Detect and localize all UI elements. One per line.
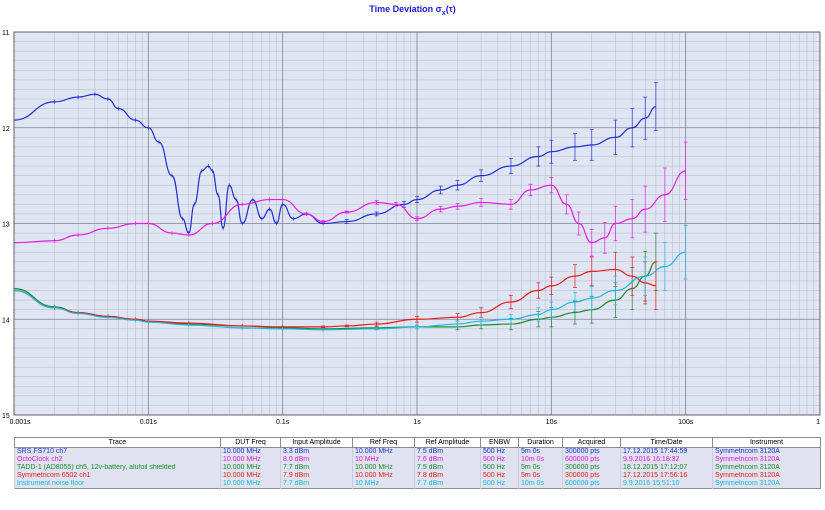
table-cell: 7.7 dBm — [280, 464, 353, 472]
table-cell: 8.0 dBm — [280, 456, 353, 464]
plot-frame — [13, 31, 821, 416]
column-header: Instrument — [712, 437, 821, 448]
table-cell: 7.8 dBm — [414, 472, 481, 480]
y-tick-label: 12 — [2, 126, 10, 133]
table-cell: 18.12.2015 17:12:07 — [620, 464, 713, 472]
table-cell: 10.000 MHz — [220, 472, 281, 480]
table-cell: 3.3 dBm — [280, 447, 353, 456]
table-header-row: Trace DUT Freq Input Amplitude Ref Freq Ref … — [14, 437, 821, 448]
table-cell: 600000 pts — [562, 456, 621, 464]
table-cell: 9.9.2016 15:51:10 — [620, 480, 713, 489]
x-tick-label: 0.01s — [140, 419, 158, 426]
table-cell: OctoClock ch2 — [14, 456, 221, 464]
table-cell: 10.000 MHz — [220, 464, 281, 472]
table-row: TADD-1 (AD8055) ch5, 12v-battery, alufoi… — [14, 464, 821, 472]
table-cell: 300000 pts — [562, 447, 621, 456]
table-cell: 7.5 dBm — [414, 447, 481, 456]
column-header: Acquired — [562, 437, 621, 448]
table-cell: 10.000 MHz — [220, 447, 281, 456]
y-axis: 11 12 13 14 15 — [2, 30, 10, 420]
table-cell: 10m 0s — [518, 480, 563, 489]
table-cell: 17.12.2015 17:44:59 — [620, 447, 713, 456]
table-cell: 300000 pts — [562, 472, 621, 480]
table-row: Instrument noise floor 10.000 MHz 7.7 dBm 1… — [14, 480, 821, 489]
table-cell: Symmetricom 3120A — [712, 480, 821, 489]
table-cell: TADD-1 (AD8055) ch5, 12v-battery, alufoi… — [14, 464, 221, 472]
table-cell: Symmetricom 3120A — [712, 456, 821, 464]
y-tick-label: 13 — [2, 222, 10, 229]
table-cell: 10.000 MHz — [352, 472, 415, 480]
column-header: Input Amplitude — [280, 437, 353, 448]
column-header: Ref Freq — [352, 437, 415, 448]
table-cell: 600000 pts — [562, 480, 621, 489]
x-tick-label: 0.001s — [9, 419, 31, 426]
table-cell: 10 MHz — [352, 456, 415, 464]
y-tick-label: 15 — [2, 413, 10, 420]
table-cell: 10 MHz — [352, 480, 415, 489]
table-cell: 7.7 dBm — [280, 480, 353, 489]
chart-title: Time Deviation σx(τ) — [0, 4, 825, 17]
title-subscript: x — [441, 9, 446, 17]
table-row: OctoClock ch2 10.000 MHz 8.0 dBm 10 MHz 7.6 … — [14, 456, 821, 464]
table-cell: 5m 0s — [518, 464, 563, 472]
trace-table: Trace DUT Freq Input Amplitude Ref Freq Ref … — [14, 437, 821, 489]
table-cell: SRS FS710 ch7 — [14, 447, 221, 456]
table-cell: Instrument noise floor — [14, 480, 221, 489]
table-cell: 10m 0s — [518, 456, 563, 464]
table-cell: Symmetricom 3120A — [712, 464, 821, 472]
table-cell: 10.000 MHz — [352, 464, 415, 472]
y-tick-label: 11 — [2, 30, 9, 37]
series-5 — [13, 225, 688, 332]
series-1 — [13, 82, 658, 236]
table-cell: 500 Hz — [480, 472, 519, 480]
column-header: Time/Date — [620, 437, 713, 448]
table-cell: 500 Hz — [480, 447, 519, 456]
column-header: Duration — [518, 437, 563, 448]
table-cell: Symmetricom 3120A — [712, 472, 821, 480]
column-header: ENBW — [480, 437, 519, 448]
column-header: Trace — [14, 437, 221, 448]
table-cell: 17.12.2015 17:56:16 — [620, 472, 713, 480]
column-header: Ref Amplitude — [414, 437, 481, 448]
title-main: Time Deviation σ — [369, 4, 442, 14]
table-cell: 7.6 dBm — [414, 456, 481, 464]
table-row: SRS FS710 ch7 10.000 MHz 3.3 dBm 10.000 MHz… — [14, 447, 821, 456]
column-header: DUT Freq — [220, 437, 281, 448]
title-tail: (τ) — [445, 4, 456, 14]
table-cell: 300000 pts — [562, 464, 621, 472]
x-axis: 0.001s 0.01s 0.1s 1s 10s 100s 1 — [9, 419, 820, 426]
x-tick-label: 10s — [546, 419, 558, 426]
x-tick-label: 100s — [678, 419, 694, 426]
table-cell: 5m 0s — [518, 447, 563, 456]
table-cell: 500 Hz — [480, 456, 519, 464]
table-cell: 10.000 MHz — [220, 456, 281, 464]
table-cell: 500 Hz — [480, 480, 519, 489]
table-cell: Symmetricom 6502 ch1 — [14, 472, 221, 480]
table-cell: 500 Hz — [480, 464, 519, 472]
table-cell: 7.9 dBm — [280, 472, 353, 480]
series-line — [13, 268, 656, 328]
table-body: SRS FS710 ch7 10.000 MHz 3.3 dBm 10.000 MHz… — [14, 447, 821, 489]
table-cell: 10.000 MHz — [220, 480, 281, 489]
x-tick-label: 1 — [816, 419, 820, 426]
series-2 — [13, 141, 688, 257]
table-cell: 7.7 dBm — [414, 480, 481, 489]
x-tick-label: 0.1s — [276, 419, 290, 426]
table-row: Symmetricom 6502 ch1 10.000 MHz 7.9 dBm 10.… — [14, 472, 821, 480]
x-tick-label: 1s — [413, 419, 421, 426]
table-cell: 9.9.2016 16:18:32 — [620, 456, 713, 464]
table-cell: 5m 0s — [518, 472, 563, 480]
series-layer — [13, 82, 688, 332]
table-cell: 7.5 dBm — [414, 464, 481, 472]
table-cell: Symmetricom 3120A — [712, 447, 821, 456]
time-deviation-plot: 0.001s 0.01s 0.1s 1s 10s 100s 1 11 12 13 14 15 — [2, 30, 821, 426]
y-tick-label: 14 — [2, 317, 10, 324]
table-cell: 10.000 MHz — [352, 447, 415, 456]
